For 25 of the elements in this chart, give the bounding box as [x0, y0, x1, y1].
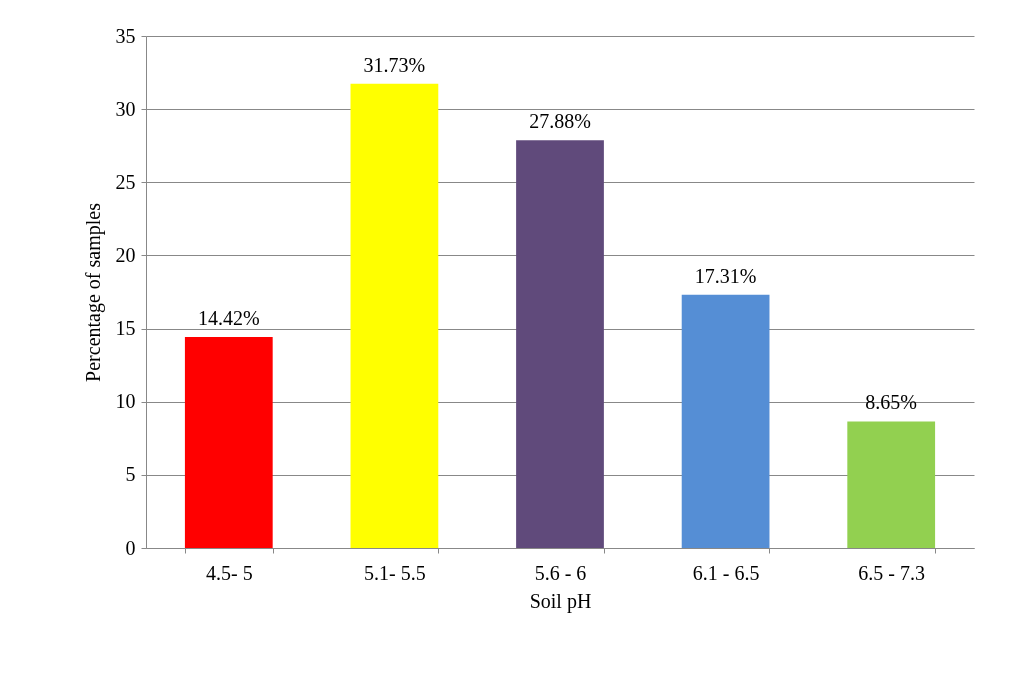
bar [681, 294, 770, 548]
y-axis-title: Percentage of samples [81, 202, 105, 382]
x-tick-label: 4.5- 5 [205, 561, 253, 584]
data-label: 8.65% [865, 391, 918, 414]
bar [516, 140, 604, 548]
y-tick-label: 30 [115, 97, 136, 120]
x-tick-label: 6.1 - 6.5 [692, 561, 760, 584]
y-tick-label: 35 [115, 24, 136, 47]
data-label: 27.88% [529, 110, 591, 133]
bar [184, 337, 273, 548]
y-tick-label: 10 [115, 390, 136, 413]
y-tick-label: 20 [115, 243, 136, 266]
x-tick-label: 6.5 - 7.3 [858, 561, 926, 584]
y-tick-label: 5 [125, 463, 136, 486]
y-tick-label: 0 [125, 536, 136, 559]
y-tick-label: 25 [115, 170, 136, 193]
data-label: 31.73% [363, 53, 426, 76]
data-label: 17.31% [694, 264, 757, 287]
bar [847, 421, 936, 548]
y-tick-label: 15 [115, 317, 136, 340]
x-tick-label: 5.6 - 6 [534, 561, 587, 584]
bar [350, 83, 439, 548]
x-axis-title: Soil pH [529, 589, 592, 613]
data-label: 14.42% [197, 307, 260, 330]
x-tick-label: 5.1- 5.5 [364, 561, 426, 584]
